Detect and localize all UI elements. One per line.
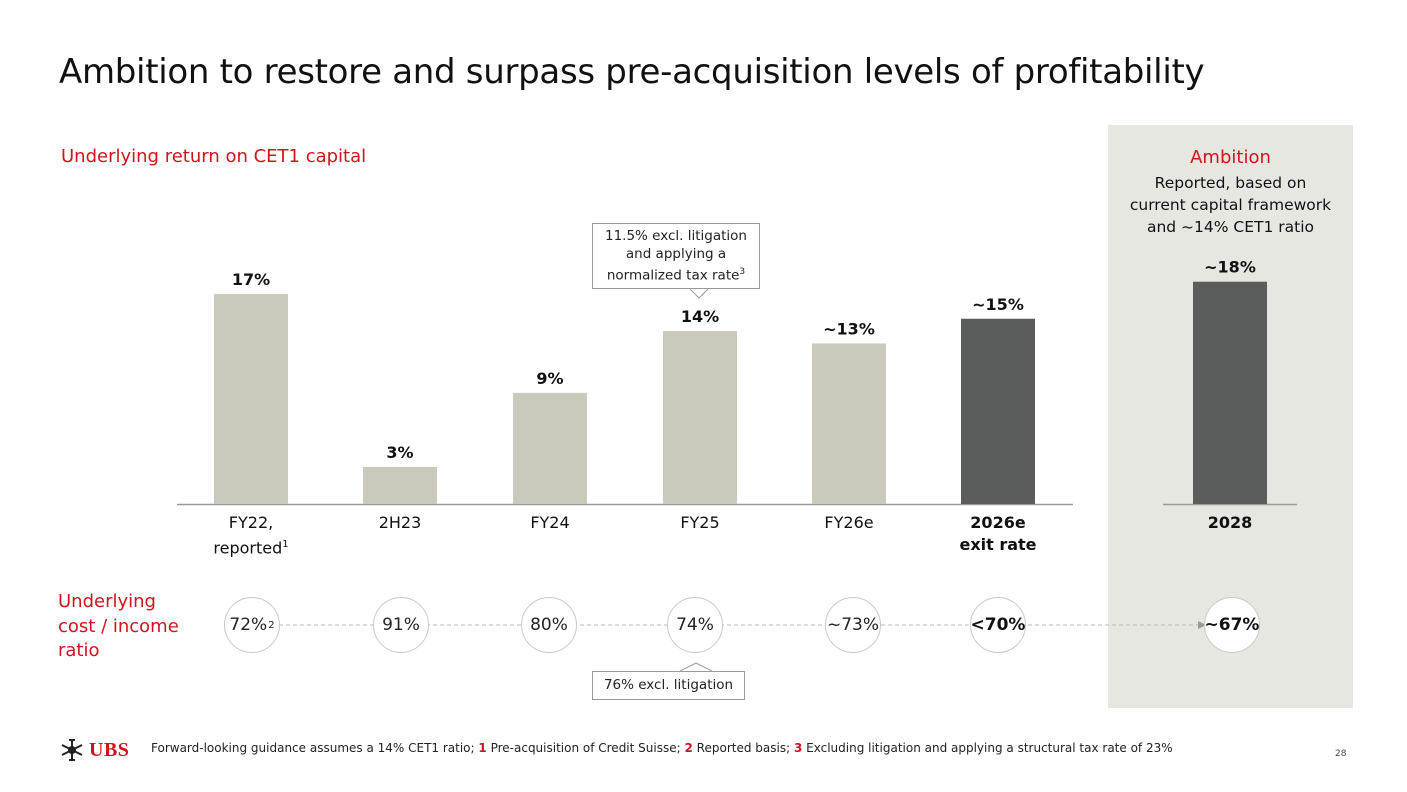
- footnote-num: 1: [478, 741, 487, 755]
- ambition-desc-line: Reported, based on: [1154, 174, 1307, 192]
- bar: [513, 392, 587, 504]
- ambition-title: Ambition: [1190, 147, 1271, 168]
- page-number: 28: [1335, 749, 1347, 759]
- x-tick-label: FY25: [680, 513, 720, 532]
- bar: [663, 331, 737, 504]
- cost-income-circle: 91%: [373, 597, 429, 653]
- callout-tail: [679, 662, 713, 672]
- cost-income-circle: <70%: [970, 597, 1026, 653]
- cost-income-circle: 72% 2: [224, 597, 280, 653]
- bar: [1193, 281, 1267, 504]
- data-label: 9%: [536, 369, 563, 388]
- x-tick-label: FY22, reported1: [213, 513, 289, 558]
- data-label: 14%: [681, 307, 719, 326]
- ubs-logo: UBS: [59, 737, 129, 763]
- cost-income-circle: ~73%: [825, 597, 881, 653]
- logo-text: UBS: [89, 738, 130, 761]
- cost-income-circle: 74%: [667, 597, 723, 653]
- x-tick-label: 2028: [1207, 513, 1253, 532]
- x-tick-label: FY24: [530, 513, 570, 532]
- footnote-text: Excluding litigation and applying a stru…: [806, 741, 1173, 755]
- bar: [961, 318, 1035, 504]
- callout-line: normalized tax rate3: [606, 267, 746, 284]
- data-label: ~18%: [1204, 258, 1256, 277]
- cost-income-label: Underlying cost / income ratio: [58, 590, 179, 664]
- connector-arrowhead: [1198, 621, 1206, 629]
- footnote-text: Reported basis;: [696, 741, 791, 755]
- cost-income-circle: ~67%: [1204, 597, 1260, 653]
- data-label: ~15%: [972, 295, 1024, 314]
- footnote-text: Pre-acquisition of Credit Suisse;: [490, 741, 681, 755]
- ambition-desc-line: and ~14% CET1 ratio: [1146, 218, 1315, 236]
- footnote-num: 3: [793, 741, 803, 755]
- data-label: ~13%: [823, 319, 875, 338]
- footnote-intro: Forward-looking guidance assumes a 14% C…: [151, 741, 475, 755]
- ambition-description: Reported, based on current capital frame…: [1108, 172, 1353, 238]
- data-label: 3%: [386, 443, 413, 462]
- keys-icon: [61, 739, 83, 761]
- fy25-callout: 11.5% excl. litigation and applying a no…: [592, 223, 760, 289]
- footnote-num: 2: [684, 741, 693, 755]
- bar: [363, 466, 437, 504]
- callout-line: 11.5% excl. litigation: [604, 228, 747, 244]
- x-tick-label: FY26e: [824, 513, 874, 532]
- cost-income-circle: 80%: [521, 597, 577, 653]
- page-title: Ambition to restore and surpass pre-acqu…: [59, 52, 1205, 92]
- callout-line: and applying a: [625, 246, 727, 262]
- callout-tail: [689, 288, 709, 299]
- footnote: Forward-looking guidance assumes a 14% C…: [151, 741, 1173, 755]
- x-tick-label: 2026e exit rate: [959, 513, 1037, 554]
- bar: [214, 294, 288, 504]
- cost-income-label-line: cost / income: [58, 615, 179, 637]
- cost-income-label-line: Underlying: [58, 591, 156, 612]
- cost-income-callout: 76% excl. litigation: [592, 671, 745, 700]
- ambition-desc-line: current capital framework: [1129, 196, 1332, 214]
- cost-income-label-line: ratio: [58, 640, 100, 661]
- data-label: 17%: [232, 270, 270, 289]
- chart-subtitle: Underlying return on CET1 capital: [61, 146, 367, 167]
- bar: [812, 343, 886, 504]
- x-tick-label: 2H23: [378, 513, 422, 532]
